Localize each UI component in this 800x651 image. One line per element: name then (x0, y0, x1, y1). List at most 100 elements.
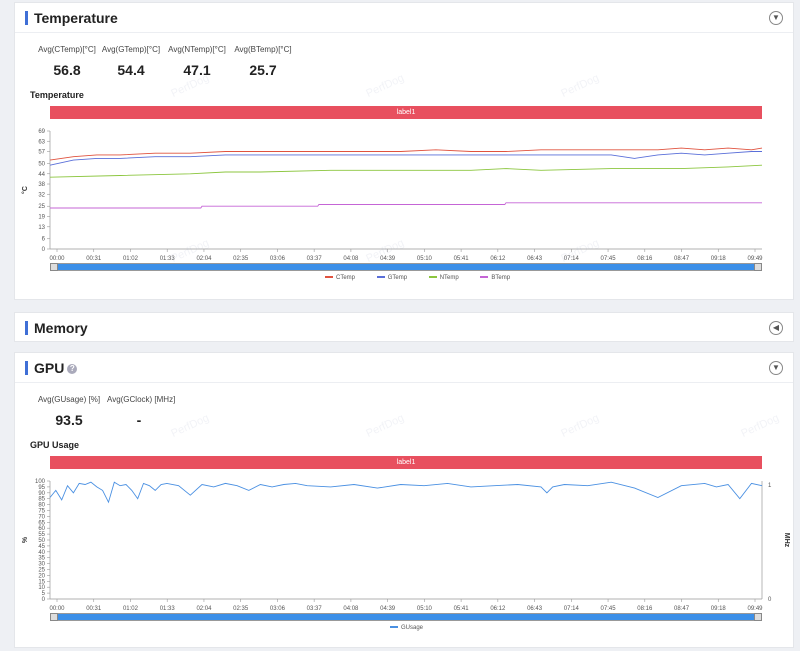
slider-handle-left[interactable] (50, 263, 58, 271)
temperature-chart-title: Temperature (30, 90, 84, 100)
gpu-title-text: GPU (34, 360, 65, 376)
expand-icon[interactable]: ◀ (769, 321, 783, 335)
label-bar: label1 (50, 456, 762, 469)
metric-value: 25.7 (249, 62, 277, 78)
temperature-chart: 0 6 13 19 25 32 38 44 50 57 63 69 00:00 00:31 01:02 01:… (21, 129, 763, 261)
x-tick-label: 03:37 (307, 606, 323, 611)
y-tick-label: 35 (38, 556, 45, 562)
y-tick-label: 75 (38, 509, 45, 515)
time-range-slider[interactable] (50, 263, 762, 271)
memory-panel: Memory ◀ (14, 312, 794, 342)
x-tick-label: 01:02 (123, 606, 139, 611)
metric-gtemp: Avg(GTemp)[°C] 54.4 (101, 45, 161, 78)
help-icon[interactable]: ? (67, 364, 78, 375)
x-tick-label: 00:31 (86, 606, 102, 611)
memory-panel-header[interactable]: Memory ◀ (15, 313, 793, 343)
legend-label: GTemp (387, 275, 408, 281)
y-tick-label: 30 (38, 562, 45, 568)
y-tick-label: 90 (38, 491, 45, 497)
y-axis-label: °C (21, 186, 29, 194)
y-tick-label: 38 (38, 182, 45, 188)
metric-value: 93.5 (55, 412, 83, 428)
legend-item-ctemp[interactable]: CTemp (325, 275, 355, 281)
series-line-gtemp (49, 151, 762, 166)
y-tick-label: 40 (38, 550, 45, 556)
slider-handle-right[interactable] (754, 263, 762, 271)
x-tick-label: 09:49 (747, 256, 763, 261)
y-tick-label: 6 (42, 237, 46, 243)
x-tick-label: 08:47 (674, 606, 690, 611)
y-tick-label: 25 (38, 568, 45, 574)
y-tick-label: 15 (38, 579, 45, 585)
x-tick-label: 06:43 (527, 256, 543, 261)
x-tick-label: 06:12 (490, 256, 506, 261)
x-tick-label: 04:39 (380, 256, 396, 261)
x-tick-label: 00:00 (49, 606, 65, 611)
metric-btemp: Avg(BTemp)[°C] 25.7 (233, 45, 293, 78)
memory-panel-title: Memory (25, 321, 88, 335)
y-tick-label: 20 (38, 573, 45, 579)
legend-item-btemp[interactable]: BTemp (480, 275, 510, 281)
x-tick-label: 09:18 (711, 256, 727, 261)
x-tick-label: 09:18 (711, 606, 727, 611)
collapse-icon[interactable]: ▼ (769, 361, 783, 375)
y-tick-label: 57 (38, 150, 45, 156)
x-tick-label: 08:47 (674, 256, 690, 261)
y-tick-label: 0 (42, 597, 46, 603)
y-tick-label: 44 (38, 172, 45, 178)
temperature-panel: Temperature ▼ Avg(CTemp)[°C] 56.8 Avg(GT… (14, 2, 794, 300)
x-tick-label: 05:10 (417, 256, 433, 261)
series-line-btemp (50, 202, 762, 209)
y-tick-label: 32 (38, 192, 45, 198)
slider-handle-left[interactable] (50, 613, 58, 621)
y2-tick-label: 1 (768, 483, 772, 489)
gpu-panel-header[interactable]: GPU? ▼ (15, 353, 793, 383)
legend-label: BTemp (491, 275, 511, 281)
legend-item-ntemp[interactable]: NTemp (428, 275, 459, 281)
metric-value: 47.1 (183, 62, 211, 78)
slider-handle-right[interactable] (754, 613, 762, 621)
x-tick-label: 04:39 (380, 606, 396, 611)
metric-ntemp: Avg(NTemp)[°C] 47.1 (167, 45, 227, 78)
y-tick-label: 5 (42, 591, 46, 597)
gpu-usage-chart: 0510152025303540455055606570758085909510… (22, 479, 790, 611)
x-tick-label: 02:35 (233, 256, 249, 261)
series-line-gusage (49, 481, 763, 504)
y-tick-label: 80 (38, 503, 45, 509)
x-tick-label: 02:35 (233, 606, 249, 611)
temperature-panel-header[interactable]: Temperature ▼ (15, 3, 793, 33)
x-tick-label: 02:04 (196, 256, 212, 261)
metric-gclock: Avg(GClock) [MHz] - (107, 395, 175, 428)
y-tick-label: 65 (38, 520, 45, 526)
y-tick-label: 55 (38, 532, 45, 538)
series-line-ctemp (49, 147, 763, 161)
x-tick-label: 08:16 (637, 606, 653, 611)
y-tick-label: 19 (38, 215, 45, 221)
collapse-icon[interactable]: ▼ (769, 11, 783, 25)
time-range-slider[interactable] (50, 613, 762, 621)
x-tick-label: 02:04 (196, 606, 212, 611)
y-tick-label: 13 (38, 225, 45, 231)
metric-value: 54.4 (117, 62, 145, 78)
y-tick-label: 69 (38, 129, 45, 135)
metric-value: 56.8 (53, 62, 81, 78)
y-axis-label: % (22, 536, 29, 543)
y-tick-label: 63 (38, 139, 45, 145)
metric-label: Avg(BTemp)[°C] (234, 45, 292, 54)
x-tick-label: 06:12 (490, 606, 506, 611)
x-tick-label: 03:37 (307, 256, 323, 261)
y-tick-label: 100 (35, 479, 46, 485)
x-tick-label: 01:02 (123, 256, 139, 261)
y2-tick-label: 0 (768, 597, 772, 603)
legend-label: CTemp (336, 275, 356, 281)
temperature-panel-title: Temperature (25, 11, 118, 25)
metric-label: Avg(GTemp)[°C] (101, 45, 161, 54)
gpu-legend: GUsage (380, 625, 433, 631)
x-tick-label: 01:33 (160, 606, 176, 611)
y2-axis-label: MHz (783, 533, 790, 548)
metric-label: Avg(CTemp)[°C] (38, 45, 96, 54)
y-tick-label: 85 (38, 497, 45, 503)
legend-item-gusage[interactable]: GUsage (390, 625, 423, 631)
x-tick-label: 03:06 (270, 256, 286, 261)
legend-item-gtemp[interactable]: GTemp (376, 275, 408, 281)
